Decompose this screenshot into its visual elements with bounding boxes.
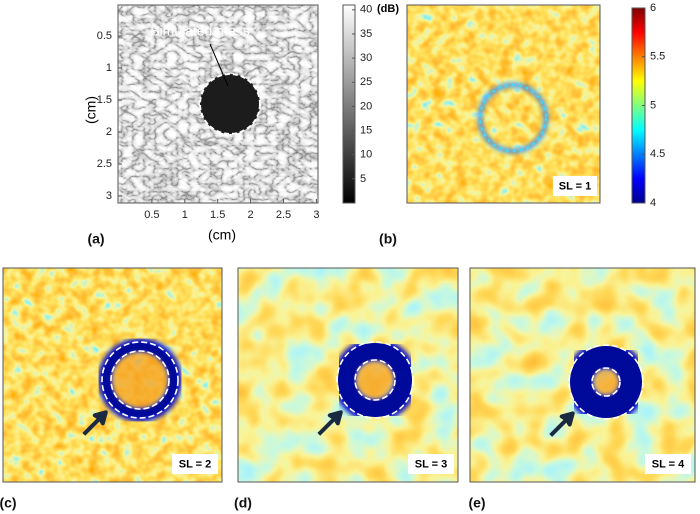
frame <box>2 267 223 483</box>
badge: SL = 2 <box>179 458 212 470</box>
x-tick-label: 0.5 <box>144 209 159 221</box>
colorbar-unit: (dB) <box>377 3 399 15</box>
badge: SL = 1 <box>559 180 592 192</box>
y-tick-label: 1.5 <box>97 94 112 106</box>
panel-label: (b) <box>379 231 397 247</box>
panel-label: (c) <box>0 495 17 511</box>
y-tick-label: 3 <box>106 190 112 202</box>
colorbar-tick-label: 25 <box>360 76 372 88</box>
dashed-outline <box>568 344 644 420</box>
y-tick-label: 0.5 <box>97 30 112 42</box>
colorbar-tick-label: 4.5 <box>650 148 665 160</box>
annotation-pointer <box>209 43 229 87</box>
y-axis-label: (cm) <box>83 96 99 124</box>
colorbar-tick-label: 4 <box>650 197 656 209</box>
badge-box <box>408 454 454 474</box>
x-tick-label: 2.5 <box>276 209 291 221</box>
lesion-core <box>103 343 177 417</box>
panel-label: (a) <box>87 231 104 247</box>
y-tick-label: 2.5 <box>97 158 112 170</box>
lesion-core <box>338 343 412 417</box>
lesion-center <box>113 353 167 407</box>
y-tick-label: 1 <box>106 62 112 74</box>
image <box>3 268 222 482</box>
colorbar-tick-label: 35 <box>360 28 372 40</box>
badge-box <box>553 176 597 196</box>
lesion-edge <box>479 84 547 152</box>
strain-map <box>407 5 600 203</box>
colorbar-tick-label: 6 <box>650 2 656 14</box>
colorbar-tick-label: 20 <box>360 100 372 112</box>
arrow <box>317 410 343 436</box>
colorbar-tick-label: 5.5 <box>650 51 665 63</box>
badge-box <box>645 454 691 474</box>
mass-outline <box>199 73 261 135</box>
x-tick-label: 1.5 <box>210 209 225 221</box>
lesion-center <box>594 370 618 394</box>
image <box>470 268 695 482</box>
panel: SL = 2 (c) <box>0 267 223 511</box>
dashed-outline <box>591 367 621 397</box>
panel: SL = 4 (e) <box>468 267 696 511</box>
panel-a: Simulated mass (cm) (cm) (a) (dB) <box>83 3 400 247</box>
x-tick-label: 1 <box>182 209 188 221</box>
frame <box>406 4 601 204</box>
colorbar <box>342 4 356 204</box>
bottom-panels: SL = 2 (c) SL = 3 (d) SL = 4 (e) <box>0 267 696 511</box>
x-tick-label: 3 <box>313 209 319 221</box>
x-tick-label: 2 <box>248 209 254 221</box>
annotation: Simulated mass <box>150 23 250 39</box>
mass-region <box>200 74 260 134</box>
lesion-core <box>570 346 642 418</box>
colorbar-tick-label: 40 <box>360 4 372 16</box>
colorbar-tick-label: 10 <box>360 149 372 161</box>
panel-label: (d) <box>234 495 252 511</box>
dashed-outline <box>336 341 414 419</box>
colorbar-tick-label: 5 <box>650 99 656 111</box>
panel-label: (e) <box>468 495 485 511</box>
badge: SL = 3 <box>415 458 448 470</box>
colorbar-tick-label: 15 <box>360 124 372 136</box>
dashed-outline <box>354 359 396 401</box>
badge-box <box>172 454 218 474</box>
lesion-center <box>357 362 393 398</box>
x-axis-label: (cm) <box>208 227 236 243</box>
arrow <box>82 410 108 436</box>
y-tick-label: 2 <box>106 126 112 138</box>
colorbar-tick-label: 30 <box>360 52 372 64</box>
frame <box>469 267 696 483</box>
frame <box>237 267 459 483</box>
badge: SL = 4 <box>652 458 685 470</box>
arrow <box>549 411 575 437</box>
colorbar-tick-label: 5 <box>360 173 366 185</box>
image <box>238 268 458 482</box>
dashed-outline <box>110 350 170 410</box>
panel: SL = 3 (d) <box>234 267 459 511</box>
dashed-outline <box>101 341 179 419</box>
panel-b: SL = 1 (b) <box>379 4 646 247</box>
